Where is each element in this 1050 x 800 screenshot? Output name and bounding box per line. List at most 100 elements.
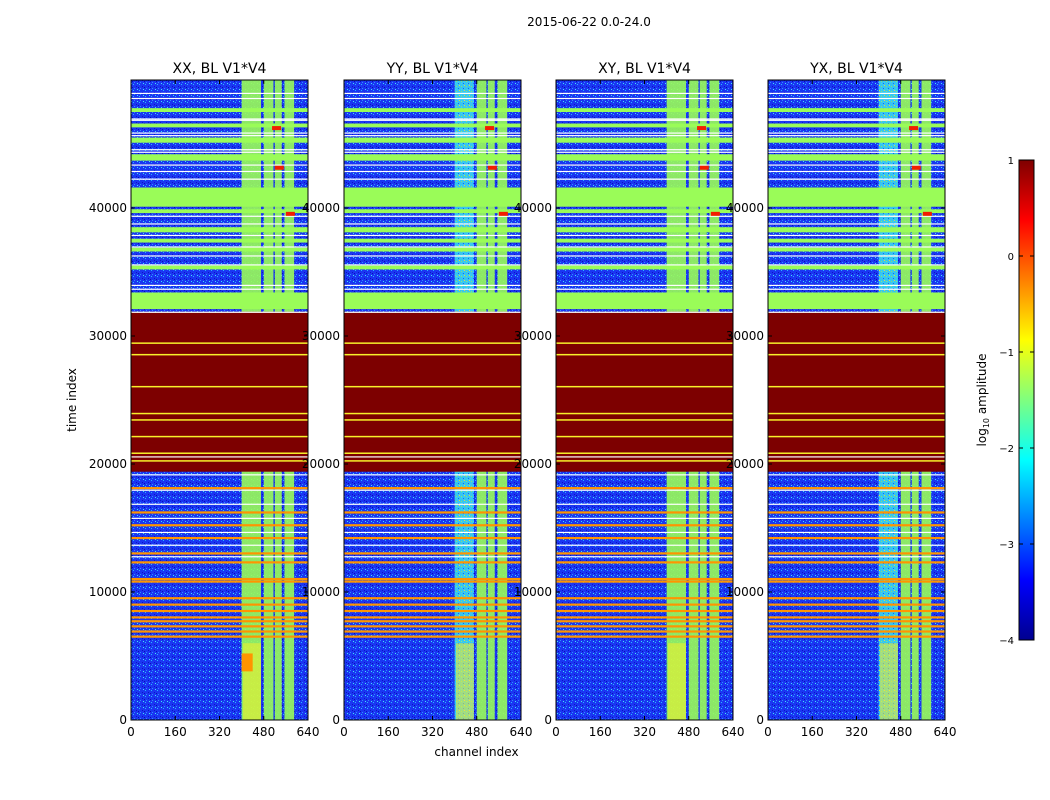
gap-line [556,255,733,257]
gap-line [768,456,945,458]
flag-band [344,209,521,214]
flag-line [131,536,308,540]
rfi-hotspot [241,653,253,672]
flag-line [131,435,308,438]
gap-line [556,489,733,491]
x-tick-label: 640 [510,725,533,739]
saturated-block [131,311,308,472]
flag-line [344,487,521,490]
gap-line [556,149,733,151]
x-tick-label: 160 [377,725,400,739]
rfi-spot [272,126,282,131]
y-tick-label: 10000 [89,585,127,599]
flag-band [556,154,733,161]
rfi-spot [909,126,919,131]
flag-line [556,419,733,421]
flag-band [556,108,733,112]
gap-line [768,119,945,121]
gap-line [344,223,521,225]
rfi-column-peak [668,643,686,720]
flag-line [131,580,308,583]
x-tick-label: 320 [208,725,231,739]
gap-line [131,489,308,491]
x-tick-label: 480 [252,725,275,739]
gap-line [344,170,521,173]
gap-line [768,255,945,257]
flag-band [344,137,521,143]
gap-line [344,246,521,248]
flag-line [344,353,521,356]
flag-line [768,609,945,613]
gap-line [768,92,945,94]
gap-line [768,97,945,100]
gap-line [131,284,308,286]
flag-line [131,630,308,633]
gap-line [344,531,521,534]
x-tick-label: 320 [421,725,444,739]
gap-line [344,474,521,476]
flag-line [344,536,521,540]
flag-line [768,552,945,555]
gap-line [131,288,308,290]
gap-line [768,149,945,151]
gap-line [556,119,733,121]
rfi-spot [274,165,284,170]
gap-line [344,151,521,153]
gap-line [344,149,521,151]
gap-line [131,92,308,94]
flag-band [344,265,521,270]
gap-line [768,284,945,286]
gap-line [131,178,308,180]
gap-line [768,215,945,217]
flag-line [556,625,733,628]
flag-line [344,342,521,344]
flag-band [556,209,733,214]
flag-line [768,616,945,619]
gap-line [768,474,945,476]
flag-band [344,292,521,310]
panel-2: XY, BL V1*V4 0 160 320 480 640 0 10000 20000 3000… [514,61,745,739]
rfi-spot [487,165,497,170]
flag-line [344,616,521,619]
colorbar-ticks: 1 0 −1 −2 −3 −4 [999,156,1034,647]
flag-band [768,209,945,214]
gap-line [131,474,308,476]
colorbar-label: log10 amplitude [975,354,991,447]
flag-line [556,577,733,581]
flag-line [556,609,733,613]
flag-line [344,385,521,388]
gap-line [131,132,308,134]
flag-line [131,487,308,490]
flag-line [344,580,521,583]
flag-line [556,603,733,606]
y-tick-label: 40000 [726,201,764,215]
heatmap-image [131,80,308,720]
flag-line [556,552,733,555]
flag-line [556,435,733,438]
flag-band [131,227,308,233]
flag-band [131,108,308,112]
gap-line [131,215,308,217]
gap-line [131,456,308,458]
gap-line [131,151,308,153]
gap-line [556,97,733,100]
flag-line [556,620,733,623]
flag-band [131,247,308,252]
gap-line [344,255,521,257]
panel-3: YX, BL V1*V4 0 160 320 480 640 0 10000 20000 3000… [726,61,957,739]
gap-line [556,264,733,266]
rfi-spot [498,211,508,216]
flag-band [344,227,521,233]
x-tick-label: 0 [764,725,772,739]
y-tick-label: 10000 [302,585,340,599]
flag-line [768,419,945,421]
flag-line [344,597,521,600]
flag-line [344,524,521,527]
y-tick-label: 20000 [302,457,340,471]
x-tick-label: 480 [465,725,488,739]
flag-band [556,247,733,252]
x-tick-label: 480 [889,725,912,739]
flag-line [344,452,521,454]
rfi-column-peak [880,643,898,720]
gap-line [768,151,945,153]
